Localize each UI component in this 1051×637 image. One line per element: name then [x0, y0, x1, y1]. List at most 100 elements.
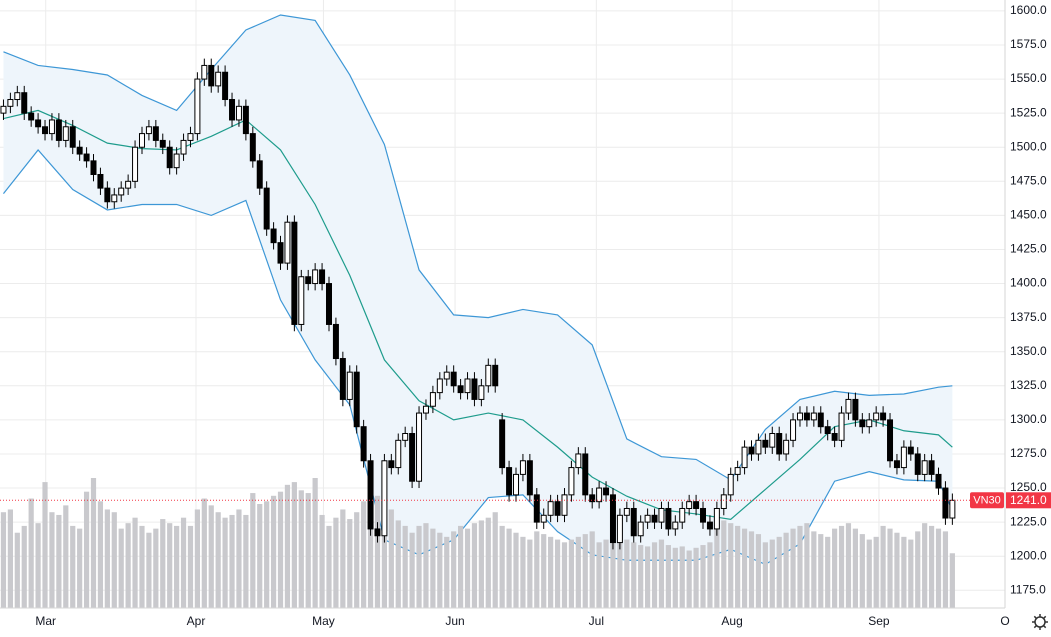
- candle-body: [817, 412, 824, 428]
- y-tick-label: 1500.0: [1010, 139, 1047, 153]
- volume-bar: [832, 528, 838, 608]
- volume-bar: [638, 545, 644, 608]
- volume-bar: [319, 514, 325, 608]
- candle-body: [796, 412, 803, 421]
- volume-bar: [291, 482, 297, 608]
- volume-bar: [645, 546, 651, 608]
- candle-body: [222, 71, 229, 101]
- candle-body: [55, 119, 62, 141]
- volume-bar: [35, 523, 41, 608]
- candle-body: [471, 378, 478, 400]
- volume-bar: [333, 517, 339, 608]
- candle-body: [741, 446, 748, 469]
- candle-body: [125, 180, 132, 189]
- candle-body: [596, 487, 603, 503]
- volume-bar: [513, 532, 519, 608]
- candle-body: [381, 460, 388, 537]
- candle-body: [623, 507, 630, 516]
- candle-body: [942, 487, 949, 519]
- candle-body: [706, 521, 713, 530]
- candle-body: [873, 412, 880, 421]
- x-tick-label: O: [1000, 614, 1009, 628]
- volume-bar: [63, 505, 69, 608]
- labels: 1600.0 1575.0 1550.0 1525.0 1500.0 1475.0 1450…: [35, 3, 1051, 628]
- candle-body: [783, 439, 790, 455]
- volume-bar: [617, 536, 623, 608]
- candle-body: [644, 514, 651, 523]
- candle-body: [540, 514, 547, 523]
- volume-bar: [70, 525, 76, 608]
- volume-bar: [215, 512, 221, 608]
- candle-body: [616, 514, 623, 544]
- candle-body: [263, 187, 270, 230]
- volume-bar: [201, 498, 207, 608]
- y-tick-label: 1200.0: [1010, 548, 1047, 562]
- volume-bar: [908, 539, 914, 608]
- volume-bar: [146, 532, 152, 608]
- volume-bar: [811, 531, 817, 608]
- candle-body: [28, 112, 35, 121]
- band-middle: [3, 109, 953, 521]
- candle-body: [852, 398, 859, 421]
- candle-body: [519, 460, 526, 475]
- candle-body: [229, 99, 236, 121]
- candle-body: [769, 433, 776, 448]
- candle-body: [14, 92, 21, 101]
- candle-body: [21, 92, 28, 114]
- volume-bar: [0, 512, 7, 608]
- volume-bar: [243, 514, 249, 608]
- candle-body: [603, 487, 610, 496]
- volume-bar: [457, 525, 464, 608]
- settings-icon[interactable]: [1032, 614, 1048, 630]
- volume-bar: [174, 525, 180, 608]
- candle-body: [395, 439, 402, 469]
- candle-body: [803, 412, 810, 421]
- last-price-tag-bg: [1006, 492, 1051, 509]
- candle-body: [547, 501, 554, 516]
- volume-bar: [257, 504, 263, 608]
- candle-body: [346, 371, 353, 400]
- candle-body: [0, 105, 7, 114]
- volume-bar: [194, 509, 200, 608]
- volume-bar: [845, 523, 852, 608]
- volume-bar: [541, 534, 547, 608]
- candle-body: [866, 419, 873, 428]
- volume-bar: [354, 512, 360, 608]
- candle-body: [554, 501, 561, 516]
- volume-bar: [270, 495, 277, 608]
- volume-bar: [915, 531, 921, 608]
- candle-body: [679, 507, 686, 523]
- candle-body: [630, 507, 637, 537]
- volume-bar: [229, 514, 235, 608]
- volume-bar: [277, 491, 284, 608]
- candle-body: [457, 385, 464, 394]
- volume-bar: [298, 490, 304, 608]
- volume-bar: [14, 532, 20, 608]
- volume-bar: [693, 547, 699, 608]
- candle-body: [561, 494, 568, 516]
- y-tick-label: 1400.0: [1010, 276, 1047, 290]
- candle-body: [686, 501, 693, 509]
- volume-bar: [97, 501, 104, 608]
- candle-body: [76, 146, 83, 155]
- volume-bar: [340, 509, 346, 608]
- candle-body: [672, 521, 679, 530]
- candle-body: [48, 119, 55, 135]
- candle-body: [83, 153, 90, 162]
- candle-body: [589, 494, 596, 503]
- y-tick-label: 1425.0: [1010, 242, 1047, 256]
- candle-body: [533, 494, 540, 523]
- candle-body: [42, 126, 49, 135]
- candle-body: [734, 467, 741, 475]
- candle-body: [312, 269, 319, 285]
- volume-bar: [478, 520, 484, 608]
- candle-body: [568, 467, 575, 496]
- volume-bar: [762, 542, 768, 608]
- volume-bar: [464, 528, 471, 608]
- candle-body: [270, 228, 277, 244]
- y-tick-label: 1350.0: [1010, 344, 1047, 358]
- volume-bar: [264, 501, 270, 608]
- candle-body: [7, 99, 14, 107]
- candle-body: [506, 467, 513, 496]
